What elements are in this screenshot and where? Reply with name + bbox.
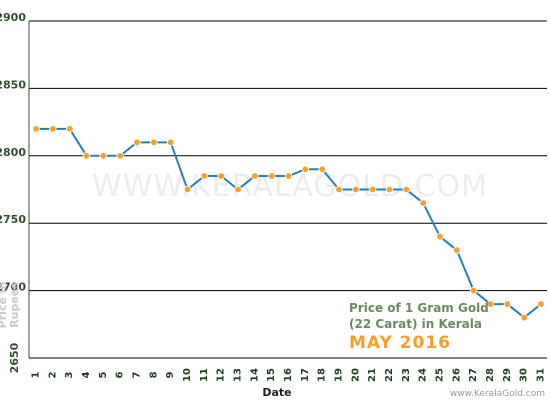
x-tick-label: 25 bbox=[435, 368, 446, 382]
data-point bbox=[150, 138, 158, 147]
y-tick-label: 2800 bbox=[0, 146, 26, 159]
y-tick-label: 2700 bbox=[0, 281, 26, 294]
data-point bbox=[469, 286, 478, 295]
data-point bbox=[133, 138, 141, 147]
y-tick-label: 2650 bbox=[8, 342, 21, 373]
x-tick-label: 15 bbox=[266, 368, 277, 382]
x-tick-label: 21 bbox=[367, 368, 378, 382]
x-tick-label: 3 bbox=[64, 371, 75, 378]
x-tick-label: 9 bbox=[165, 371, 176, 378]
y-tick-labels: 2650 2700 2750 2800 2850 2900 bbox=[0, 11, 26, 373]
axes bbox=[28, 21, 547, 359]
data-point bbox=[166, 138, 175, 147]
x-tick-label: 18 bbox=[317, 368, 328, 382]
y-tick-label: 2900 bbox=[0, 11, 26, 24]
data-point bbox=[419, 199, 427, 207]
data-point bbox=[402, 185, 411, 194]
x-tick-label: 4 bbox=[81, 371, 92, 378]
data-point bbox=[251, 172, 259, 180]
y-tick-label: 2750 bbox=[0, 213, 26, 226]
x-axis-label: Date bbox=[262, 386, 291, 399]
x-tick-label: 17 bbox=[300, 368, 311, 382]
x-tick-label: 19 bbox=[334, 368, 345, 382]
data-point bbox=[200, 172, 209, 180]
x-tick-labels: 1 2 3 4 5 6 7 8 9 10 11 12 13 14 15 16 17 18 19 20 21 22 23 24 2… bbox=[31, 368, 547, 382]
data-point bbox=[267, 172, 276, 180]
data-point bbox=[284, 172, 293, 180]
data-point bbox=[32, 125, 40, 133]
data-point bbox=[301, 165, 310, 173]
data-point bbox=[352, 185, 360, 194]
data-points bbox=[32, 125, 545, 322]
x-tick-label: 24 bbox=[418, 368, 429, 382]
annotation-line-2: (22 Carat) in Kerala bbox=[349, 317, 482, 331]
x-tick-label: 27 bbox=[468, 368, 479, 382]
data-point bbox=[82, 152, 91, 160]
x-tick-label: 16 bbox=[283, 368, 294, 382]
data-point bbox=[234, 185, 242, 194]
data-point bbox=[65, 125, 74, 133]
data-point bbox=[183, 185, 192, 194]
x-tick-label: 11 bbox=[199, 368, 210, 382]
x-tick-label: 31 bbox=[536, 368, 547, 382]
x-tick-label: 26 bbox=[451, 368, 462, 382]
data-point bbox=[453, 246, 461, 254]
x-tick-label: 29 bbox=[502, 368, 513, 382]
x-tick-label: 22 bbox=[384, 368, 395, 382]
data-point bbox=[436, 232, 444, 241]
data-point bbox=[368, 185, 377, 194]
x-tick-label: 28 bbox=[485, 368, 496, 382]
x-tick-label: 12 bbox=[216, 368, 227, 382]
data-point bbox=[116, 152, 124, 160]
annotation-month: MAY 2016 bbox=[349, 333, 451, 353]
data-point bbox=[486, 300, 495, 308]
data-point bbox=[217, 172, 225, 180]
data-point bbox=[520, 313, 528, 322]
x-tick-label: 5 bbox=[98, 371, 109, 378]
data-point bbox=[318, 165, 326, 173]
annotation-line-1: Price of 1 Gram Gold bbox=[349, 301, 489, 315]
footer-url: www.KeralaGold.com bbox=[450, 389, 545, 399]
x-tick-label: 14 bbox=[249, 368, 260, 382]
data-point bbox=[385, 185, 394, 194]
data-point bbox=[537, 300, 545, 308]
data-point bbox=[99, 152, 108, 160]
x-tick-label: 20 bbox=[350, 368, 361, 382]
x-tick-label: 23 bbox=[401, 368, 412, 382]
x-tick-label: 13 bbox=[233, 368, 244, 382]
x-tick-label: 30 bbox=[519, 368, 530, 382]
y-axis-label: Price inRupees bbox=[0, 282, 21, 329]
x-tick-label: 2 bbox=[47, 371, 58, 378]
data-point bbox=[335, 185, 343, 194]
x-tick-label: 6 bbox=[115, 371, 126, 378]
x-tick-label: 8 bbox=[148, 371, 159, 378]
y-tick-label: 2850 bbox=[0, 78, 26, 91]
x-tick-label: 7 bbox=[132, 371, 143, 378]
data-point bbox=[49, 125, 57, 133]
data-point bbox=[503, 300, 512, 308]
x-tick-label: 10 bbox=[182, 368, 193, 382]
x-tick-label: 1 bbox=[31, 371, 42, 378]
